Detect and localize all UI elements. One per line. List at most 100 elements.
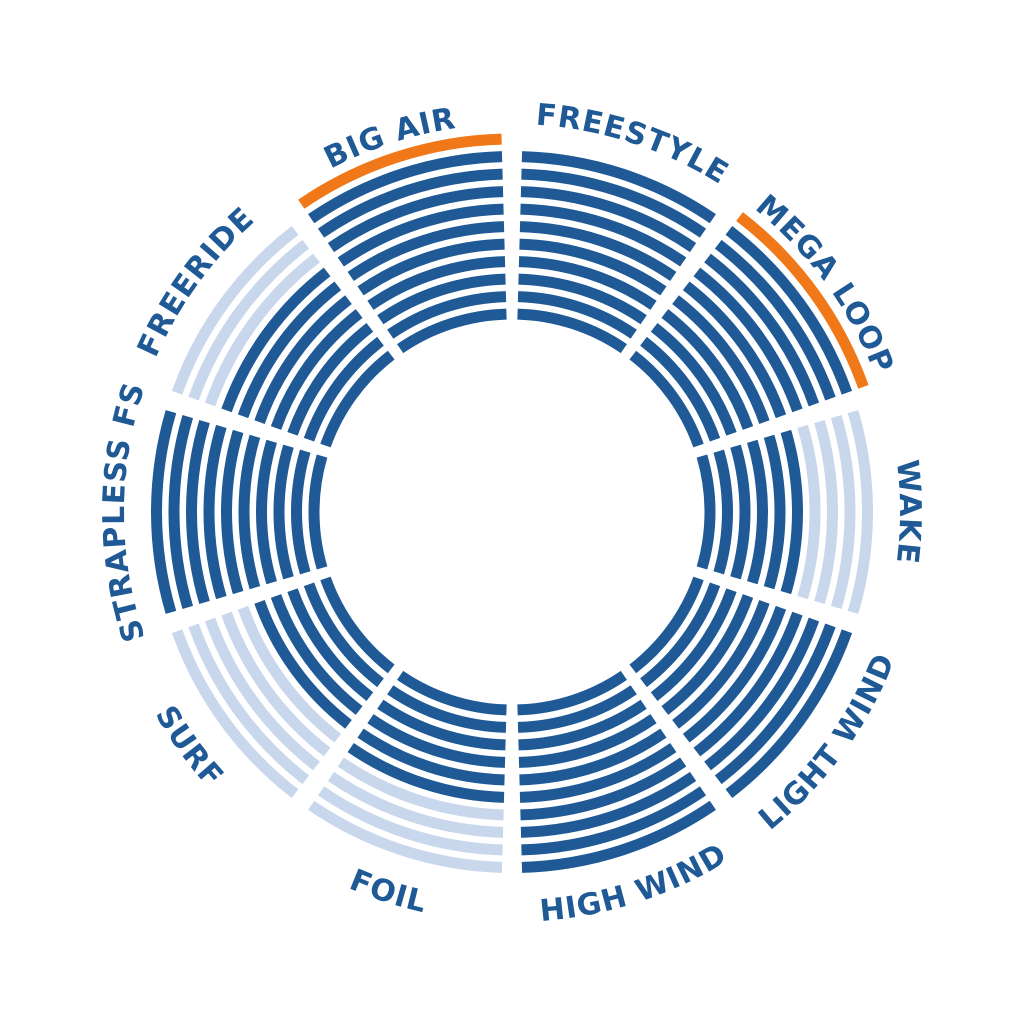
rating-rings: [151, 133, 873, 873]
sector-foil: [308, 670, 507, 873]
rating-arc-light-wind-9: [714, 623, 836, 785]
rating-arc-freestyle-9: [521, 168, 707, 238]
rating-arc-light-wind-1: [629, 576, 704, 674]
rating-arc-big-air-11: [298, 133, 502, 209]
rating-arc-high-wind-9: [521, 786, 707, 856]
rating-arc-foil-9: [317, 786, 503, 856]
rating-arc-strapless-fs-10: [151, 410, 177, 614]
rating-arc-mega-loop-6: [682, 281, 787, 419]
rating-arc-freeride-4: [270, 309, 363, 430]
rating-arc-freestyle-3: [518, 273, 647, 325]
rating-arc-big-air-7: [337, 203, 504, 267]
category-label-wake: WAKE: [889, 458, 927, 566]
rating-arc-freeride-3: [287, 323, 374, 436]
category-label-strapless-fs: STRAPLESS FS: [97, 378, 153, 646]
rating-arc-freestyle-5: [519, 238, 667, 296]
rating-arc-big-air-9: [317, 168, 503, 238]
rating-arc-mega-loop-5: [672, 295, 770, 424]
rating-arc-mega-loop-3: [650, 323, 737, 436]
rating-arc-foil-6: [347, 743, 505, 803]
rating-arc-foil-1: [397, 670, 507, 716]
rating-arc-strapless-fs-7: [203, 424, 227, 600]
rating-arc-freeride-7: [221, 267, 331, 413]
rating-arc-mega-loop-11: [736, 212, 869, 389]
rating-arc-big-air-3: [377, 273, 506, 325]
rating-arc-surf-9: [188, 623, 310, 785]
rating-arc-light-wind-7: [693, 611, 803, 757]
rating-arc-big-air-10: [308, 151, 503, 224]
rating-arc-mega-loop-8: [704, 253, 820, 407]
sector-freeride: [171, 225, 395, 448]
rating-arc-foil-8: [327, 771, 504, 838]
rating-arc-wake-2: [713, 449, 733, 575]
rating-arc-big-air-5: [357, 238, 505, 296]
sector-high-wind: [517, 670, 716, 873]
rating-arc-big-air-4: [367, 256, 506, 310]
rating-arc-high-wind-6: [519, 743, 677, 803]
rating-arc-wake-6: [780, 429, 803, 595]
sector-strapless-fs: [151, 410, 328, 614]
rating-arc-strapless-fs-2: [291, 449, 311, 575]
rating-arc-high-wind-10: [521, 800, 716, 873]
rating-arc-freeride-10: [171, 225, 299, 395]
rating-arc-light-wind-5: [672, 600, 770, 729]
category-label-foil: FOIL: [345, 863, 431, 921]
rating-arc-light-wind-8: [704, 617, 820, 771]
sector-light-wind: [629, 576, 853, 799]
rating-arc-light-wind-10: [725, 629, 853, 799]
rating-arc-light-wind-2: [640, 582, 721, 688]
rating-arc-mega-loop-4: [661, 309, 754, 430]
rating-arc-high-wind-4: [518, 714, 657, 768]
rating-arc-high-wind-2: [517, 685, 637, 733]
rating-arc-surf-10: [171, 629, 299, 799]
rating-arc-high-wind-1: [517, 670, 627, 716]
sector-big-air: [298, 133, 507, 354]
rating-arc-light-wind-3: [650, 588, 737, 701]
rating-arc-strapless-fs-8: [186, 419, 210, 605]
rating-arc-strapless-fs-9: [168, 415, 194, 609]
rating-arc-foil-10: [308, 800, 503, 873]
sector-wake: [696, 410, 873, 614]
rating-arc-light-wind-6: [682, 605, 787, 743]
rating-arc-wake-3: [730, 444, 751, 580]
rating-arc-freestyle-8: [520, 186, 697, 253]
rating-arc-freeride-6: [237, 281, 342, 419]
rating-arc-wake-5: [763, 434, 786, 590]
rating-arc-surf-8: [204, 617, 320, 771]
rating-arc-light-wind-4: [661, 594, 754, 715]
rating-arc-big-air-8: [327, 186, 504, 253]
rating-arc-freeride-2: [303, 336, 384, 442]
rating-arc-mega-loop-10: [725, 225, 853, 395]
rating-arc-surf-7: [221, 611, 331, 757]
rating-arc-strapless-fs-1: [308, 454, 328, 570]
rating-arc-wake-9: [830, 415, 856, 609]
rating-arc-mega-loop-9: [714, 239, 836, 401]
rating-arc-high-wind-3: [518, 699, 647, 751]
sector-mega-loop: [629, 212, 869, 448]
rating-arc-high-wind-5: [519, 728, 667, 786]
rating-arc-surf-6: [237, 605, 342, 743]
rating-arc-foil-4: [367, 714, 506, 768]
rating-arc-mega-loop-7: [693, 267, 803, 413]
rating-arc-freestyle-7: [520, 203, 687, 267]
rating-arc-high-wind-7: [520, 757, 687, 821]
rating-arc-foil-5: [357, 728, 505, 786]
rating-arc-wake-7: [797, 424, 821, 600]
rating-arc-mega-loop-2: [640, 336, 721, 442]
rating-arc-freestyle-1: [517, 308, 627, 354]
sector-freestyle: [517, 151, 716, 354]
rating-arc-surf-4: [270, 594, 363, 715]
rating-arc-strapless-fs-5: [238, 434, 261, 590]
rating-arc-surf-2: [303, 582, 384, 688]
rating-arc-wake-4: [747, 439, 768, 585]
rating-arc-freeride-5: [254, 295, 352, 424]
sector-surf: [171, 576, 395, 799]
rating-arc-freestyle-2: [517, 291, 637, 339]
rating-arc-freestyle-4: [518, 256, 657, 310]
rating-arc-big-air-6: [347, 221, 505, 281]
rating-arc-freeride-9: [188, 239, 310, 401]
rating-arc-big-air-2: [387, 291, 507, 339]
rating-arc-high-wind-8: [520, 771, 697, 838]
rating-arc-freeride-8: [204, 253, 320, 407]
